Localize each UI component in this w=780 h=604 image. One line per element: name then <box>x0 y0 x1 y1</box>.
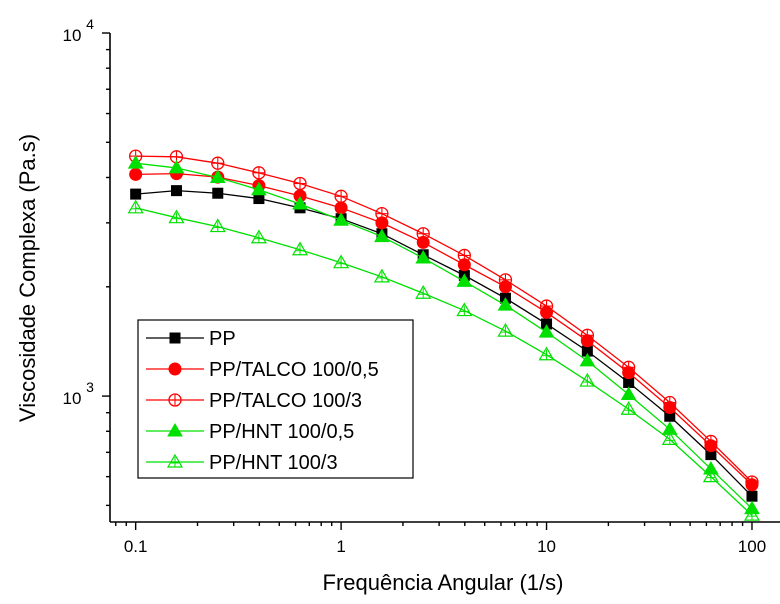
y-tick-label: 104 <box>63 16 95 45</box>
data-point <box>130 188 142 200</box>
data-point <box>456 302 473 317</box>
data-point <box>415 285 432 299</box>
data-point <box>127 199 144 214</box>
data-point <box>661 421 678 435</box>
series-line <box>135 162 753 510</box>
data-point <box>663 395 677 410</box>
data-point <box>334 189 348 203</box>
legend-label: PP/HNT 100/3 <box>209 452 338 474</box>
data-point <box>661 431 678 445</box>
x-tick-label: 1 <box>336 537 345 556</box>
data-point <box>580 328 595 342</box>
y-axis-title: Viscosidade Complexa (Pa.s) <box>15 134 40 422</box>
legend-entry: PP <box>146 328 236 350</box>
data-point <box>292 196 308 210</box>
data-point <box>212 187 224 199</box>
y-tick-base: 10 <box>63 389 82 408</box>
data-point <box>375 207 389 221</box>
x-tick-label: 100 <box>738 537 766 556</box>
x-tick-label: 10 <box>537 537 556 556</box>
data-point <box>252 166 266 180</box>
data-point <box>250 229 267 244</box>
data-point <box>497 322 514 337</box>
data-point <box>702 468 719 483</box>
data-point <box>211 156 225 170</box>
y-tick-label: 103 <box>63 379 95 408</box>
legend: PP PP/TALCO 100/0,5 PP/TALCO 100/3 PP/HNT 1… <box>137 319 414 479</box>
series-3 <box>129 149 759 489</box>
data-point <box>743 506 761 521</box>
data-point <box>579 372 596 387</box>
data-point <box>251 181 267 196</box>
data-point <box>333 212 349 226</box>
x-axis-title: Frequência Angular (1/s) <box>323 570 564 595</box>
data-point <box>457 248 471 263</box>
data-point <box>745 475 759 489</box>
series-line <box>135 155 753 483</box>
series-4 <box>127 155 760 515</box>
data-point <box>539 299 554 313</box>
legend-marker <box>167 423 183 437</box>
legend-label: PP/TALCO 100/3 <box>209 390 362 412</box>
y-tick-exponent: 3 <box>86 379 94 395</box>
y-tick-base: 10 <box>63 26 82 45</box>
data-point <box>497 297 514 311</box>
data-point <box>293 176 307 191</box>
legend-label: PP/HNT 100/0,5 <box>209 421 354 443</box>
legend-entry: PP/HNT 100/3 <box>146 452 338 474</box>
data-point <box>209 169 226 183</box>
x-tick-label: 0.1 <box>124 537 148 556</box>
legend-entry: PP/TALCO 100/0,5 <box>146 359 379 381</box>
series-line <box>135 189 753 497</box>
legend-marker <box>168 362 182 376</box>
data-point <box>373 268 390 283</box>
x-axis: 0.1 1 10 100 <box>115 522 766 556</box>
legend-marker <box>168 393 182 407</box>
plot-series <box>127 149 761 521</box>
data-point <box>127 155 144 169</box>
data-point <box>620 401 637 415</box>
data-point <box>579 352 596 367</box>
data-point <box>168 209 185 224</box>
legend-box <box>137 319 414 479</box>
legend-label: PP/TALCO 100/0,5 <box>209 359 379 381</box>
series-5 <box>127 199 761 521</box>
data-point <box>168 159 185 174</box>
data-point <box>416 227 430 241</box>
y-tick-exponent: 4 <box>86 16 94 32</box>
data-point <box>538 346 555 361</box>
data-point <box>334 201 348 215</box>
data-point <box>209 218 226 233</box>
legend-marker <box>169 332 181 344</box>
data-point <box>291 241 309 256</box>
legend-label: PP <box>209 328 236 350</box>
data-point <box>456 273 473 287</box>
series-line <box>135 207 753 516</box>
data-point <box>129 167 143 181</box>
data-point <box>538 324 555 338</box>
data-point <box>704 434 718 449</box>
data-point <box>170 185 182 197</box>
legend-entry: PP/TALCO 100/3 <box>146 390 362 412</box>
data-point <box>620 386 637 401</box>
data-point <box>333 254 350 269</box>
series-line <box>135 172 753 486</box>
legend-marker <box>166 453 184 468</box>
data-point <box>498 273 513 287</box>
data-point <box>374 228 390 243</box>
data-point <box>746 490 758 502</box>
data-point <box>622 360 636 374</box>
legend-entry: PP/HNT 100/0,5 <box>146 421 354 443</box>
data-point <box>415 250 432 264</box>
